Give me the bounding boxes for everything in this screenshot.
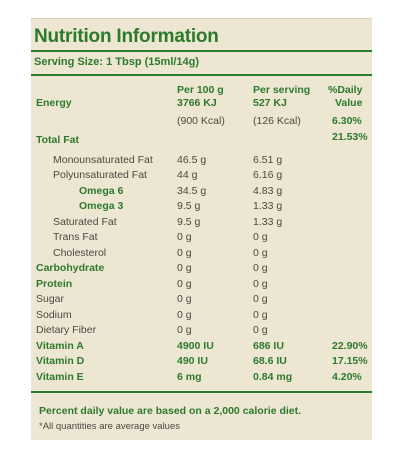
footer-note-average: *All quantities are average values xyxy=(39,421,181,432)
row-label-sodium: Sodium xyxy=(36,309,72,321)
row-per100-vitamin-a: 4900 IU xyxy=(177,340,214,352)
row-per100-polyunsaturated-fat: 44 g xyxy=(177,169,198,181)
energy-per100-kj: 3766 KJ xyxy=(177,97,217,109)
row-serving-cholesterol: 0 g xyxy=(253,247,268,259)
row-label-carbohydrate: Carbohydrate xyxy=(36,262,105,274)
footer-divider xyxy=(31,391,372,393)
row-label-dietary-fiber: Dietary Fiber xyxy=(36,324,97,336)
row-serving-vitamin-a: 686 IU xyxy=(253,340,284,352)
row-serving-protein: 0 g xyxy=(253,278,268,290)
energy-serving-kcal: (126 Kcal) xyxy=(253,115,301,127)
row-per100-sugar: 0 g xyxy=(177,293,192,305)
panel-title: Nutrition Information xyxy=(34,26,219,47)
serving-size: Serving Size: 1 Tbsp (15ml/14g) xyxy=(34,56,200,68)
row-serving-polyunsaturated-fat: 6.16 g xyxy=(253,169,283,181)
header-daily-value-2: Value xyxy=(335,97,363,109)
header-per-100g: Per 100 g xyxy=(177,84,224,96)
row-per100-vitamin-e: 6 mg xyxy=(177,371,202,383)
nutrition-panel: Nutrition Information Serving Size: 1 Tb… xyxy=(31,18,372,440)
row-serving-sodium: 0 g xyxy=(253,309,268,321)
row-label-omega-6: Omega 6 xyxy=(79,185,124,197)
row-serving-omega-6: 4.83 g xyxy=(253,185,283,197)
row-label-total-fat: Total Fat xyxy=(36,134,79,146)
row-per100-vitamin-d: 490 IU xyxy=(177,355,208,367)
row-label-trans-fat: Trans Fat xyxy=(53,231,98,243)
row-serving-dietary-fiber: 0 g xyxy=(253,324,268,336)
row-label-vitamin-d: Vitamin D xyxy=(36,355,85,367)
header-daily-value-1: %Daily xyxy=(328,84,363,96)
row-label-saturated-fat: Saturated Fat xyxy=(53,216,117,228)
row-daily-value-vitamin-e: 4.20% xyxy=(332,371,362,383)
energy-serving-kj: 527 KJ xyxy=(253,97,287,109)
row-label-vitamin-e: Vitamin E xyxy=(36,371,84,383)
row-serving-sugar: 0 g xyxy=(253,293,268,305)
row-per100-saturated-fat: 9.5 g xyxy=(177,216,201,228)
row-serving-carbohydrate: 0 g xyxy=(253,262,268,274)
row-daily-value-vitamin-a: 22.90% xyxy=(332,340,368,352)
row-label-omega-3: Omega 3 xyxy=(79,200,124,212)
row-serving-vitamin-e: 0.84 mg xyxy=(253,371,293,383)
energy-per100-kcal: (900 Kcal) xyxy=(177,115,225,127)
row-label-vitamin-a: Vitamin A xyxy=(36,340,84,352)
row-serving-omega-3: 1.33 g xyxy=(253,200,283,212)
row-serving-saturated-fat: 1.33 g xyxy=(253,216,283,228)
row-per100-trans-fat: 0 g xyxy=(177,231,192,243)
row-daily-value-vitamin-d: 17.15% xyxy=(332,355,368,367)
row-label-monounsaturated-fat: Monounsaturated Fat xyxy=(53,154,153,166)
row-per100-omega-6: 34.5 g xyxy=(177,185,207,197)
row-per100-carbohydrate: 0 g xyxy=(177,262,192,274)
row-daily-value-total-fat: 21.53% xyxy=(332,131,368,143)
row-per100-omega-3: 9.5 g xyxy=(177,200,201,212)
row-label-polyunsaturated-fat: Polyunsaturated Fat xyxy=(53,169,147,181)
row-label-protein: Protein xyxy=(36,278,73,290)
row-per100-cholesterol: 0 g xyxy=(177,247,192,259)
header-per-serving: Per serving xyxy=(253,84,311,96)
row-serving-vitamin-d: 68.6 IU xyxy=(253,355,287,367)
row-per100-monounsaturated-fat: 46.5 g xyxy=(177,154,207,166)
row-label-sugar: Sugar xyxy=(36,293,65,305)
footer-note-daily: Percent daily value are based on a 2,000… xyxy=(39,405,302,417)
energy-label: Energy xyxy=(36,97,72,109)
row-per100-protein: 0 g xyxy=(177,278,192,290)
serving-divider xyxy=(31,74,372,76)
title-divider xyxy=(31,50,372,52)
row-serving-trans-fat: 0 g xyxy=(253,231,268,243)
row-per100-dietary-fiber: 0 g xyxy=(177,324,192,336)
row-per100-sodium: 0 g xyxy=(177,309,192,321)
row-serving-monounsaturated-fat: 6.51 g xyxy=(253,154,283,166)
row-label-cholesterol: Cholesterol xyxy=(53,247,107,259)
energy-daily-value: 6.30% xyxy=(332,115,362,127)
